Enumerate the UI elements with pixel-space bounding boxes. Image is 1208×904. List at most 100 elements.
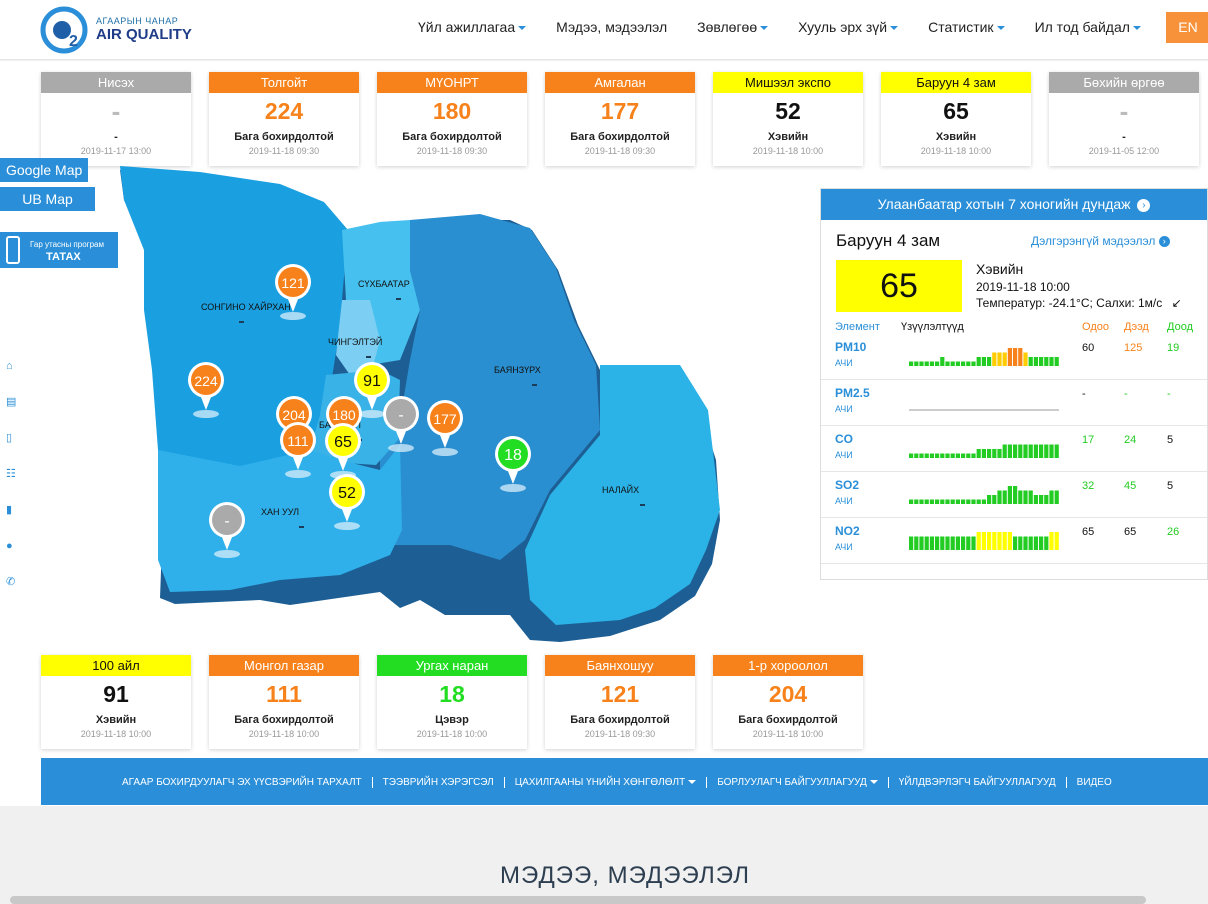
pollutant-high: 24 [1124,434,1137,446]
station-card[interactable]: Баруун 4 зам 65 Хэвийн 2019-11-18 10:00 [881,72,1031,166]
station-map-marker[interactable]: - [383,396,419,452]
site-logo[interactable]: 2 АГААРЫН ЧАНАР AIR QUALITY [40,6,210,54]
station-status: - [1122,131,1126,143]
station-status: Бага бохирдолтой [570,131,670,143]
sparkline-bar [945,499,950,504]
sparkline-bar [1044,495,1049,504]
station-map-marker[interactable]: 121 [275,264,311,320]
svg-text:2: 2 [69,33,78,50]
bottom-nav-item[interactable]: БОРЛУУЛАГЧ БАЙГУУЛЛАГУУД [707,777,889,788]
pollutant-level: АЧИ [835,542,853,552]
sparkline-bar [971,453,976,458]
station-map-marker[interactable]: 18 [495,436,531,492]
station-map-marker[interactable]: - [209,502,245,558]
district-bayanzurkh[interactable] [380,214,600,560]
station-name: 100 айл [41,655,191,676]
station-name: Бөхийн өргөө [1049,72,1199,93]
station-map-marker[interactable]: 180 [326,396,362,452]
pollutant-name[interactable]: NO2 [835,524,860,538]
sparkline-bar [976,449,981,458]
station-card[interactable]: Толгойт 224 Бага бохирдолтой 2019-11-18 09:… [209,72,359,166]
sparkline-bar [1039,495,1044,504]
bottom-nav-item[interactable]: ЦАХИЛГААНЫ ҮНИЙН ХӨНГӨЛӨЛТ [505,777,708,788]
home-icon[interactable]: ⌂ [6,360,13,372]
news-icon[interactable]: ▤ [6,396,17,408]
sparkline-bar [909,536,914,550]
nav-item-2[interactable]: Зөвлөгөө [697,19,769,35]
bottom-nav-item[interactable]: ТЭЭВРИЙН ХЭРЭГСЭЛ [373,777,505,788]
list-icon[interactable]: ☷ [6,468,16,480]
language-button[interactable]: EN [1166,12,1208,43]
district-marker-dot [366,356,371,358]
pollutant-name[interactable]: PM2.5 [835,386,870,400]
pollutant-sparkline [909,409,1059,411]
station-name: 1-р хороолол [713,655,863,676]
pollutant-name[interactable]: PM10 [835,340,867,354]
sparkline-bar [1049,444,1054,458]
station-map-marker[interactable]: 111 [280,422,316,478]
pollutant-name[interactable]: CO [835,432,853,446]
sparkline-bar [1028,490,1033,504]
nav-item-0[interactable]: Үйл ажиллагаа [418,19,527,35]
district-songinokhairkhan[interactable] [120,166,348,476]
sparkline-bar [945,453,950,458]
person-icon[interactable]: ● [6,540,13,552]
station-card[interactable]: МҮОНРТ 180 Бага бохирдолтой 2019-11-18 09:3… [377,72,527,166]
horizontal-scrollbar[interactable] [10,896,1146,904]
station-card[interactable]: Монгол газар 111 Бага бохирдолтой 2019-11-1… [209,655,359,749]
sparkline-bar [1044,536,1049,550]
weekly-average-label: Улаанбаатар хотын 7 хоногийн дундаж [877,196,1131,212]
station-card[interactable]: Нисэх - - 2019-11-17 13:00 [41,72,191,166]
sparkline-bar [971,499,976,504]
weekly-average-header[interactable]: Улаанбаатар хотын 7 хоногийн дундаж › [821,189,1207,220]
details-link[interactable]: Дэлгэрэнгүй мэдээлэл › [1031,234,1170,248]
bottom-nav-item[interactable]: АГААР БОХИРДУУЛАГЧ ЭХ ҮҮСВЭРИЙН ТАРХАЛТ [122,777,373,788]
district-nalaikh[interactable] [525,365,720,625]
sparkline-bar [992,495,997,504]
phone-icon[interactable]: ✆ [6,576,16,588]
station-card[interactable]: 1-р хороолол 204 Бага бохирдолтой 2019-11-1… [713,655,863,749]
sparkline-bar [992,449,997,458]
sparkline-bar [1049,532,1054,550]
marker-aqi-value: 91 [363,373,381,390]
bottom-nav-item[interactable]: ҮЙЛДВЭРЛЭГЧ БАЙГУУЛЛАГУУД [889,777,1067,788]
document-icon[interactable]: ▯ [6,432,13,444]
sparkline-bar [1002,532,1007,550]
station-card[interactable]: Бөхийн өргөө - - 2019-11-05 12:00 [1049,72,1199,166]
nav-item-1[interactable]: Мэдээ, мэдээлэл [556,19,667,35]
sparkline-bar [940,357,945,366]
station-map-marker[interactable]: 91 [354,362,390,418]
station-status: Хэвийн [976,261,1024,277]
sparkline-bar [950,536,955,550]
station-card[interactable]: Ургах наран 18 Цэвэр 2019-11-18 10:00 [377,655,527,749]
station-status: Бага бохирдолтой [234,131,334,143]
sparkline-bar [955,361,960,366]
pollutant-high: - [1124,388,1128,400]
station-map-marker[interactable]: 65 [325,423,361,479]
station-card[interactable]: Амгалан 177 Бага бохирдолтой 2019-11-18 09:… [545,72,695,166]
ub-map-button[interactable]: UB Map [0,187,95,211]
marker-aqi-value: 52 [338,485,356,502]
marker-aqi-value: 18 [504,447,522,464]
google-map-button[interactable]: Google Map [0,158,88,182]
pollutant-name[interactable]: SO2 [835,478,860,492]
station-map-marker[interactable]: 224 [188,362,224,418]
sparkline-bar [1054,490,1059,504]
nav-item-5[interactable]: Ил тод байдал [1035,19,1141,35]
nav-item-4[interactable]: Статистик [928,19,1005,35]
station-aqi: 52 [775,98,801,124]
pollutant-row: CO АЧИ 17 24 5 [821,426,1207,472]
station-card[interactable]: 100 айл 91 Хэвийн 2019-11-18 10:00 [41,655,191,749]
station-map-marker[interactable]: 177 [427,400,463,456]
bottom-nav-item[interactable]: ВИДЕО [1067,777,1122,788]
nav-item-3[interactable]: Хууль эрх зүй [798,19,899,35]
station-card[interactable]: Баянхошуу 121 Бага бохирдолтой 2019-11-18 0… [545,655,695,749]
pollutant-level: АЧИ [835,496,853,506]
station-map-marker[interactable]: 52 [329,474,365,530]
station-card[interactable]: Мишээл экспо 52 Хэвийн 2019-11-18 10:00 [713,72,863,166]
mobile-app-download-button[interactable]: Гар утасны програм ТАТАХ [0,232,118,268]
sparkline-bar [1033,536,1038,550]
ulaanbaatar-map[interactable]: СОНГИНО ХАЙРХАН СҮХБААТАР ЧИНГЭЛТЭЙ БАЯНЗҮР… [80,160,730,650]
mobile-icon[interactable]: ▮ [6,504,13,516]
sparkline-bar [940,536,945,550]
